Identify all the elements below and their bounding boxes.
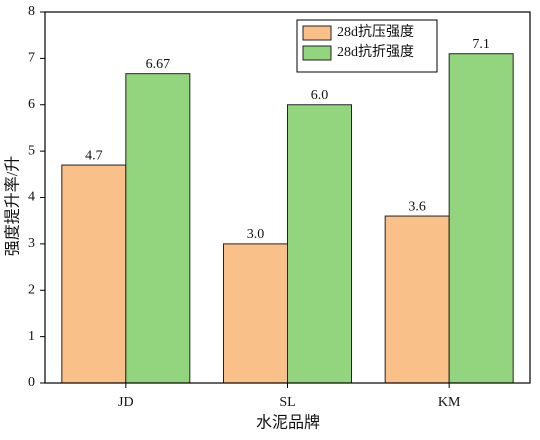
data-label: 3.0 bbox=[247, 227, 265, 242]
bar bbox=[448, 53, 514, 384]
data-label: 3.6 bbox=[408, 199, 426, 214]
x-tick-label: SL bbox=[279, 395, 295, 410]
data-label: 7.1 bbox=[472, 37, 490, 52]
y-tick-label: 1 bbox=[28, 329, 35, 344]
bar bbox=[223, 243, 288, 384]
y-axis-label: 强度提升率/升 bbox=[4, 156, 22, 256]
bar bbox=[384, 215, 450, 384]
y-tick-label: 3 bbox=[28, 236, 35, 251]
bar bbox=[287, 104, 352, 384]
data-label: 6.67 bbox=[146, 57, 171, 72]
y-tick-label: 4 bbox=[28, 190, 35, 205]
y-tick-label: 0 bbox=[28, 375, 35, 390]
bar bbox=[61, 164, 127, 384]
y-tick-label: 7 bbox=[28, 51, 35, 66]
x-tick-label: KM bbox=[438, 395, 461, 410]
legend-label: 28d抗压强度 bbox=[337, 24, 414, 40]
x-axis-label: 水泥品牌 bbox=[256, 414, 320, 432]
y-tick-label: 6 bbox=[28, 97, 35, 112]
legend-swatch bbox=[302, 25, 332, 41]
legend-swatch bbox=[302, 45, 332, 61]
data-label: 6.0 bbox=[311, 88, 329, 103]
plot-frame bbox=[44, 11, 531, 384]
legend-label: 28d抗折强度 bbox=[337, 44, 414, 60]
bar bbox=[125, 73, 191, 384]
y-tick-label: 8 bbox=[28, 4, 35, 19]
y-tick-label: 5 bbox=[28, 143, 35, 158]
x-tick-label: JD bbox=[118, 395, 134, 410]
data-label: 4.7 bbox=[85, 148, 103, 163]
y-tick-label: 2 bbox=[28, 282, 35, 297]
